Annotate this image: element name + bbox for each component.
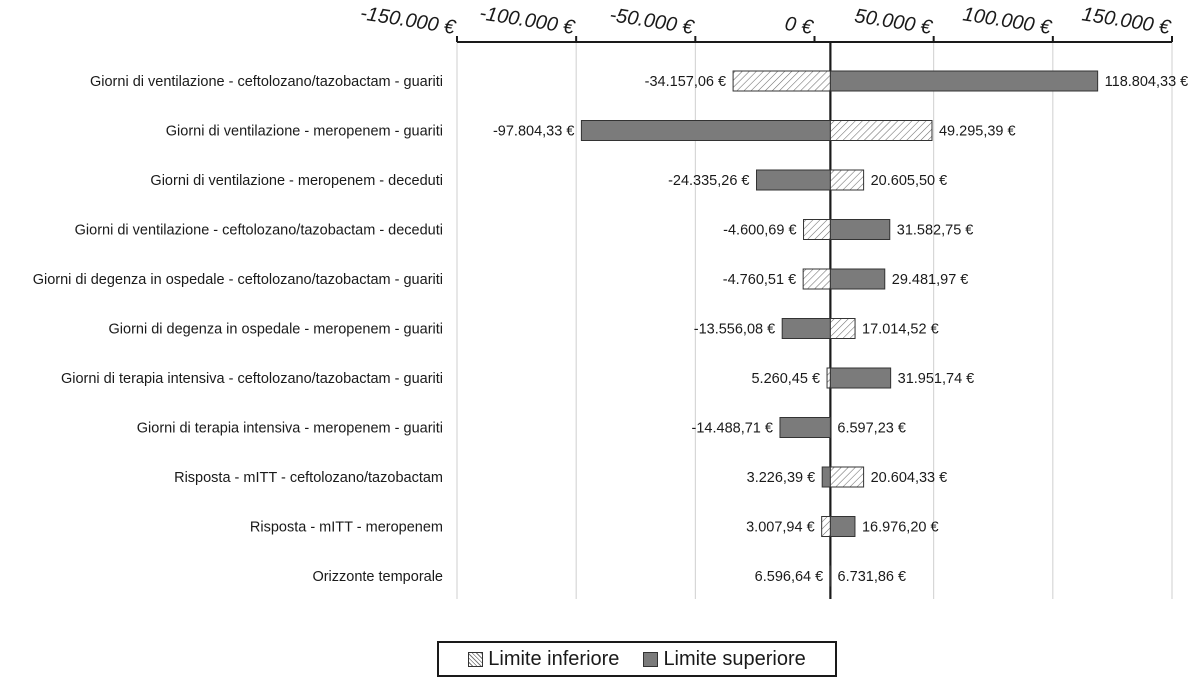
bar-left [803, 219, 831, 240]
category-label: Risposta - mITT - meropenem [250, 520, 443, 536]
bar-left [580, 120, 831, 141]
bar-left [821, 466, 831, 488]
bar-row: Giorni di degenza in ospedale - meropene… [109, 318, 939, 339]
x-tick-label: -150.000 € [359, 2, 458, 39]
x-tick-label: -50.000 € [608, 4, 696, 39]
x-tick-label: 0 € [783, 13, 815, 39]
value-label-left: -24.335,26 € [668, 173, 749, 189]
legend-swatch-hatched [468, 651, 484, 667]
legend-item-lower: Limite inferiore [468, 648, 619, 671]
bar-row: Risposta - mITT - ceftolozano/tazobactam… [174, 466, 948, 488]
legend-label-lower: Limite inferiore [488, 647, 620, 670]
bar-right [829, 268, 886, 290]
category-label: Orizzonte temporale [312, 569, 443, 585]
value-label-left: 6.596,64 € [755, 569, 824, 585]
value-label-left: 5.260,45 € [751, 371, 820, 387]
category-label: Giorni di ventilazione - ceftolozano/taz… [90, 74, 443, 90]
category-label: Giorni di ventilazione - meropenem - dec… [150, 173, 443, 189]
legend-label-upper: Limite superiore [663, 647, 806, 670]
bar-row: Giorni di ventilazione - meropenem - dec… [150, 169, 948, 191]
category-label: Risposta - mITT - ceftolozano/tazobactam [174, 470, 443, 486]
bar-left [781, 318, 831, 339]
bar-row: Giorni di terapia intensiva - meropenem … [137, 417, 906, 438]
value-label-left: -14.488,71 € [692, 421, 773, 437]
value-label-right: 31.582,75 € [897, 223, 974, 239]
category-label: Giorni di terapia intensiva - meropenem … [137, 421, 443, 437]
category-label: Giorni di terapia intensiva - ceftolozan… [61, 371, 443, 387]
legend-swatch-solid [643, 651, 659, 667]
bar-right [829, 219, 891, 240]
bar-row: Giorni di degenza in ospedale - ceftoloz… [33, 268, 969, 290]
bar-left [756, 169, 831, 191]
value-label-right: 20.604,33 € [871, 470, 948, 486]
value-label-left: -34.157,06 € [645, 74, 726, 90]
bar-right [829, 466, 865, 488]
chart-legend: Limite inferiore Limite superiore [437, 641, 837, 677]
bar-left [779, 417, 831, 438]
value-label-left: -97.804,33 € [493, 124, 574, 140]
value-label-right: 17.014,52 € [862, 322, 939, 338]
category-label: Giorni di ventilazione - ceftolozano/taz… [75, 223, 443, 239]
bar-row: Giorni di terapia intensiva - ceftolozan… [61, 367, 975, 389]
value-label-right: 31.951,74 € [898, 371, 975, 387]
bar-row: Orizzonte temporale 6.596,64 € 6.731,86 € [312, 565, 907, 587]
x-tick-label: 150.000 € [1080, 3, 1172, 39]
category-label: Giorni di degenza in ospedale - meropene… [109, 322, 444, 338]
category-label: Giorni di degenza in ospedale - ceftoloz… [33, 272, 443, 288]
bar-right [829, 318, 856, 339]
value-label-left: 3.226,39 € [747, 470, 816, 486]
bar-right [829, 120, 933, 141]
bar-row: Risposta - mITT - meropenem 3.007,94 € 16.… [250, 516, 939, 537]
value-label-right: 29.481,97 € [892, 272, 969, 288]
value-label-left: 3.007,94 € [746, 520, 815, 536]
bar-row: Giorni di ventilazione - ceftolozano/taz… [90, 70, 1189, 92]
value-label-right: 118.804,33 € [1105, 74, 1189, 90]
bar-left [826, 367, 831, 389]
bar-left [732, 70, 831, 92]
x-tick-label: 50.000 € [853, 5, 934, 39]
value-label-left: -4.600,69 € [723, 223, 796, 239]
bar-right [829, 516, 856, 537]
value-label-right: 6.731,86 € [838, 569, 907, 585]
value-label-right: 6.597,23 € [837, 421, 906, 437]
category-label: Giorni di ventilazione - meropenem - gua… [166, 124, 443, 140]
x-tick-label: 100.000 € [961, 3, 1053, 39]
bar-row: Giorni di ventilazione - meropenem - gua… [166, 120, 1016, 141]
value-label-right: 16.976,20 € [862, 520, 939, 536]
bar-row: Giorni di ventilazione - ceftolozano/taz… [75, 219, 974, 240]
value-label-left: -4.760,51 € [723, 272, 796, 288]
legend-item-upper: Limite superiore [643, 647, 806, 671]
bar-left [821, 516, 831, 537]
value-label-left: -13.556,08 € [694, 322, 775, 338]
value-label-right: 20.605,50 € [871, 173, 948, 189]
bar-right [829, 367, 892, 389]
bar-right [829, 70, 1099, 92]
bar-right [829, 169, 865, 191]
x-tick-label: -100.000 € [478, 2, 577, 39]
value-label-right: 49.295,39 € [939, 124, 1016, 140]
bar-left [802, 268, 831, 290]
